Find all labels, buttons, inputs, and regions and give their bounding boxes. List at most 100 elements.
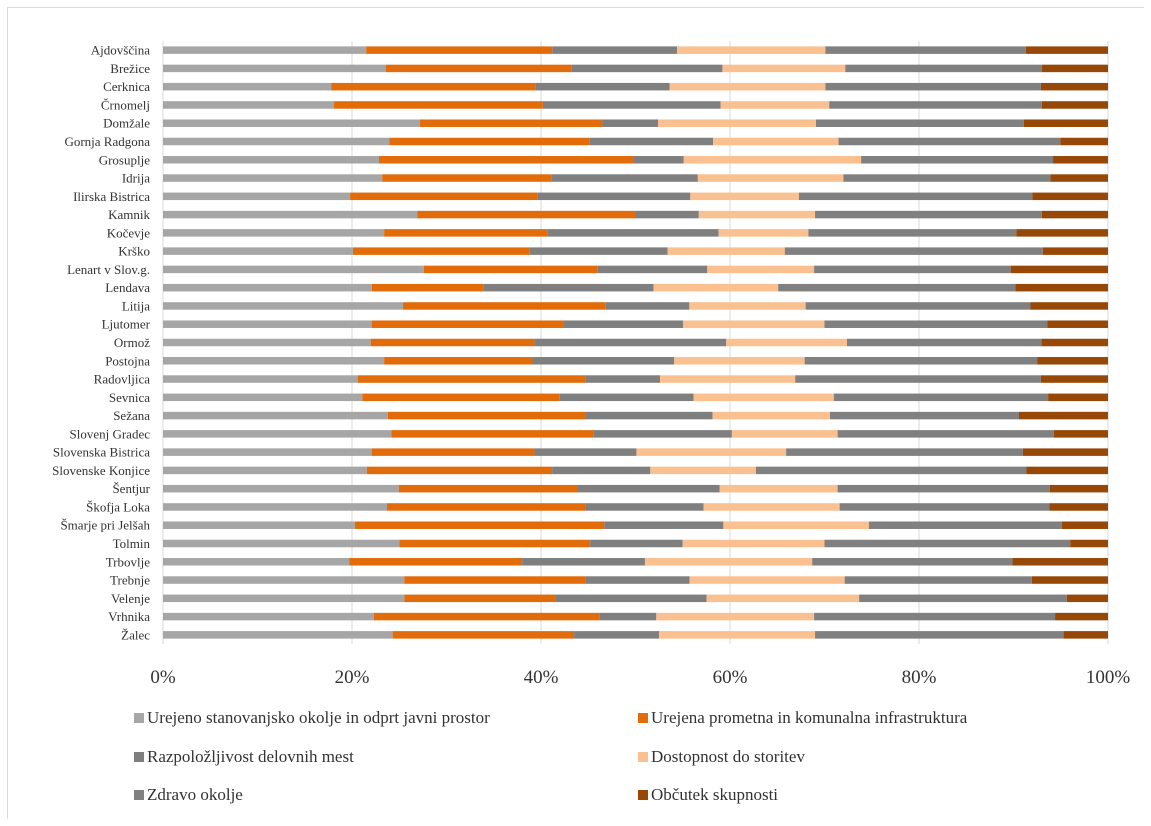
bar-segment-18-1 — [357, 375, 586, 383]
bar-segment-31-1 — [373, 612, 600, 621]
bar-segment-0-2 — [552, 46, 678, 54]
bar-segment-5-4 — [838, 137, 1061, 146]
category-label-12: Lenart v Slov.g. — [67, 262, 150, 277]
bar-segment-28-4 — [812, 558, 1013, 566]
bar-segment-31-4 — [814, 612, 1056, 621]
category-label-5: Gornja Radgona — [64, 134, 150, 149]
bar-segment-32-1 — [392, 631, 575, 639]
legend-swatch-1 — [638, 713, 648, 723]
bar-segment-9-0 — [163, 210, 418, 219]
bar-segment-14-2 — [605, 302, 690, 310]
bar-segment-28-1 — [349, 558, 523, 566]
bar-segment-16-5 — [1041, 338, 1108, 347]
bar-segment-24-0 — [163, 484, 399, 493]
bar-segment-12-4 — [814, 265, 1011, 274]
bar-segment-6-5 — [1053, 156, 1108, 164]
bar-segment-0-4 — [825, 46, 1026, 54]
bar-segment-4-5 — [1023, 119, 1108, 127]
bar-segment-32-2 — [574, 631, 660, 639]
bar-segment-14-5 — [1030, 302, 1108, 310]
bar-segment-2-4 — [825, 82, 1041, 91]
bar-segment-24-4 — [837, 484, 1050, 493]
bar-segment-19-2 — [559, 393, 694, 402]
category-label-1: Brežice — [110, 61, 150, 76]
bar-segment-1-2 — [571, 64, 723, 73]
bar-segment-25-1 — [386, 503, 586, 511]
bar-segment-21-3 — [731, 430, 838, 438]
category-label-17: Postojna — [105, 353, 150, 368]
bar-segment-9-3 — [698, 210, 816, 219]
bar-segment-20-5 — [1019, 411, 1108, 420]
bar-segment-29-3 — [689, 576, 845, 584]
bar-segment-5-3 — [713, 137, 839, 146]
bar-segment-19-4 — [833, 393, 1049, 402]
bar-segment-5-0 — [163, 137, 390, 146]
x-tick-label-5: 100% — [1086, 667, 1131, 688]
legend-label-0: Urejeno stanovanjsko okolje in odprt jav… — [147, 708, 490, 727]
bar-segment-19-0 — [163, 393, 363, 402]
bar-segment-6-4 — [861, 156, 1054, 164]
bar-segment-21-2 — [593, 430, 732, 438]
bar-segment-7-1 — [382, 174, 552, 182]
category-label-16: Ormož — [114, 335, 150, 350]
bar-segment-22-1 — [371, 448, 535, 456]
bar-segment-12-1 — [423, 265, 598, 274]
bar-segment-11-4 — [784, 247, 1043, 255]
bar-segment-4-1 — [420, 119, 603, 127]
bar-segment-9-4 — [815, 210, 1042, 219]
bar-segment-12-2 — [597, 265, 708, 274]
category-label-24: Šentjur — [112, 481, 150, 496]
legend-label-2: Razpoložljivost delovnih mest — [147, 747, 354, 766]
bar-segment-20-2 — [585, 411, 713, 420]
category-label-14: Litija — [122, 298, 150, 313]
bar-segment-28-5 — [1012, 558, 1108, 566]
bar-segment-11-3 — [667, 247, 785, 255]
bar-segment-26-4 — [868, 521, 1062, 529]
bar-segment-23-5 — [1026, 466, 1108, 475]
bar-segment-30-0 — [163, 594, 405, 603]
legend-label-4: Zdravo okolje — [147, 785, 243, 804]
legend-swatch-4 — [134, 790, 144, 800]
bar-segment-32-4 — [815, 631, 1064, 639]
bar-segment-25-0 — [163, 503, 387, 511]
bar-segment-30-3 — [706, 594, 860, 603]
bar-segment-21-4 — [837, 430, 1054, 438]
bar-segment-10-5 — [1016, 229, 1108, 237]
bar-segment-13-4 — [778, 283, 1016, 292]
bar-segment-15-4 — [824, 320, 1048, 328]
category-label-0: Ajdovščina — [91, 43, 150, 58]
legend-label-5: Občutek skupnosti — [651, 785, 778, 804]
bar-segment-5-1 — [389, 137, 590, 146]
bar-segment-15-1 — [371, 320, 564, 328]
bar-segment-3-3 — [720, 101, 830, 109]
x-tick-label-4: 80% — [902, 667, 937, 688]
legend-swatch-3 — [638, 752, 648, 762]
bar-segment-30-4 — [859, 594, 1067, 603]
bar-segment-10-0 — [163, 229, 385, 237]
category-label-28: Trbovlje — [106, 554, 151, 569]
category-label-25: Škofja Loka — [86, 499, 150, 514]
bar-segment-29-4 — [844, 576, 1032, 584]
bar-segment-2-2 — [535, 82, 670, 91]
bar-segment-7-0 — [163, 174, 383, 182]
category-label-2: Cerknica — [103, 79, 150, 94]
bar-segment-27-5 — [1070, 539, 1108, 548]
bar-segment-2-5 — [1040, 82, 1108, 91]
bar-segment-16-4 — [846, 338, 1042, 347]
bar-segment-12-5 — [1010, 265, 1108, 274]
bar-segment-5-2 — [589, 137, 714, 146]
bar-segment-9-5 — [1041, 210, 1108, 219]
bar-segment-22-2 — [534, 448, 637, 456]
bars — [163, 46, 1108, 639]
bar-segment-15-0 — [163, 320, 372, 328]
category-label-8: Ilirska Bistrica — [73, 189, 150, 204]
bar-segment-26-2 — [604, 521, 724, 529]
legend-swatch-2 — [134, 752, 144, 762]
bar-segment-18-4 — [795, 375, 1041, 383]
bar-segment-25-2 — [585, 503, 704, 511]
bar-segment-27-0 — [163, 539, 400, 548]
bar-segment-12-3 — [707, 265, 815, 274]
bar-segment-20-4 — [830, 411, 1020, 420]
bar-segment-16-1 — [370, 338, 535, 347]
